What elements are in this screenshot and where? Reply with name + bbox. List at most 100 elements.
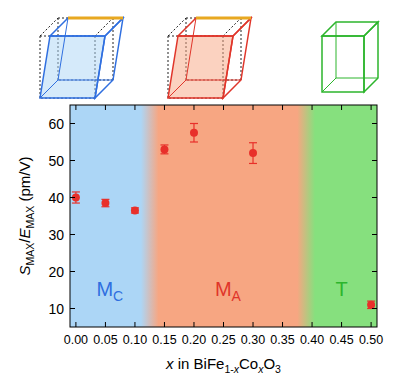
x-tick bbox=[223, 322, 224, 327]
region-label-main: M bbox=[96, 278, 113, 300]
x-tick bbox=[312, 105, 313, 110]
cell-highlight bbox=[68, 17, 123, 20]
cell-face bbox=[322, 22, 378, 36]
x-tick-label: 0.20 bbox=[182, 333, 206, 347]
region-label-sub: A bbox=[232, 288, 242, 304]
cell-edge bbox=[322, 78, 336, 92]
cell-ref bbox=[168, 18, 186, 36]
x-tick bbox=[164, 105, 165, 110]
y-tick-label: 60 bbox=[48, 116, 64, 132]
x-tick bbox=[134, 322, 135, 327]
y-tick bbox=[372, 123, 377, 124]
chart: MCMAT0.000.050.100.150.200.250.300.350.4… bbox=[0, 0, 400, 379]
point bbox=[249, 149, 257, 157]
error-bar bbox=[160, 145, 168, 154]
cell-edge bbox=[40, 80, 58, 98]
cell-highlight bbox=[196, 17, 251, 20]
region-label-main: M bbox=[215, 278, 232, 300]
xlabel-part: O bbox=[263, 355, 275, 372]
cell-edge bbox=[186, 18, 196, 80]
y-tick bbox=[70, 123, 75, 124]
cell-face bbox=[95, 18, 123, 98]
cell-ref bbox=[95, 18, 113, 36]
cell-edge bbox=[336, 78, 378, 79]
x-axis-label: x in BiFe1-xCoxO3 bbox=[165, 355, 281, 375]
cell-ref bbox=[223, 18, 241, 36]
point bbox=[190, 129, 198, 137]
cell-face bbox=[223, 18, 251, 98]
region-label-sub: C bbox=[113, 288, 123, 304]
ylabel-part: MAX bbox=[24, 243, 36, 266]
error-cap bbox=[249, 142, 257, 143]
x-tick bbox=[105, 322, 106, 327]
region bbox=[150, 105, 306, 327]
error-bar bbox=[101, 199, 109, 206]
error-cap bbox=[190, 123, 198, 124]
cell-ref bbox=[58, 80, 113, 81]
point bbox=[367, 301, 375, 309]
ylabel-part: MAX bbox=[24, 206, 36, 229]
cell-ref bbox=[168, 36, 169, 98]
y-tick bbox=[70, 308, 75, 309]
y-tick-label: 10 bbox=[48, 301, 64, 317]
cell-ref bbox=[186, 80, 241, 81]
y-tick bbox=[70, 234, 75, 235]
x-tick-label: 0.15 bbox=[152, 333, 176, 347]
cell-edge bbox=[58, 80, 113, 81]
xlabel-part: in BiFe bbox=[174, 355, 225, 372]
x-tick-label: 0.00 bbox=[64, 333, 88, 347]
error-bar bbox=[367, 301, 375, 308]
cell-edge bbox=[186, 80, 241, 81]
y-tick-label: 20 bbox=[48, 264, 64, 280]
y-tick-label: 40 bbox=[48, 190, 64, 206]
cell-illustration bbox=[40, 18, 123, 98]
x-tick-label: 0.30 bbox=[241, 333, 265, 347]
x-tick bbox=[282, 322, 283, 327]
x-tick-label: 0.05 bbox=[93, 333, 117, 347]
point bbox=[160, 145, 168, 153]
x-tick bbox=[371, 105, 372, 110]
point bbox=[131, 206, 139, 214]
x-tick-label: 0.50 bbox=[359, 333, 383, 347]
x-tick bbox=[223, 105, 224, 110]
cell-face bbox=[50, 18, 123, 36]
x-tick-label: 0.10 bbox=[123, 333, 147, 347]
cell-ref bbox=[40, 36, 41, 98]
cell-face bbox=[364, 22, 378, 92]
region-label: MC bbox=[96, 278, 123, 304]
y-axis-label: SMAX/EMAX (pm/V) bbox=[16, 157, 36, 276]
x-tick-label: 0.25 bbox=[211, 333, 235, 347]
error-cap bbox=[160, 144, 168, 145]
cell-edge bbox=[336, 22, 337, 78]
x-tick bbox=[341, 105, 342, 110]
x-tick bbox=[105, 105, 106, 110]
region-label: T bbox=[335, 278, 347, 300]
cell-ref bbox=[40, 18, 58, 36]
chart-root: MCMAT0.000.050.100.150.200.250.300.350.4… bbox=[0, 0, 400, 379]
error-bar bbox=[190, 124, 198, 143]
point bbox=[101, 199, 109, 207]
y-tick-label: 30 bbox=[48, 227, 64, 243]
cell-face bbox=[178, 18, 251, 36]
y-tick bbox=[70, 197, 75, 198]
cell-face bbox=[322, 36, 364, 92]
y-tick bbox=[70, 271, 75, 272]
x-tick bbox=[134, 105, 135, 110]
x-tick bbox=[253, 105, 254, 110]
region bbox=[306, 105, 377, 327]
cell-edge bbox=[168, 80, 186, 98]
cell-illustration bbox=[322, 22, 378, 92]
x-tick-label: 0.35 bbox=[270, 333, 294, 347]
y-tick bbox=[372, 234, 377, 235]
region bbox=[70, 105, 150, 327]
x-tick bbox=[164, 322, 165, 327]
region-label-main: T bbox=[335, 278, 347, 300]
x-tick bbox=[282, 105, 283, 110]
cell-face bbox=[168, 36, 233, 98]
error-bar bbox=[249, 143, 257, 164]
error-cap bbox=[160, 153, 168, 154]
x-tick bbox=[193, 322, 194, 327]
region-background bbox=[70, 105, 377, 327]
y-tick bbox=[372, 197, 377, 198]
error-cap bbox=[190, 141, 198, 142]
